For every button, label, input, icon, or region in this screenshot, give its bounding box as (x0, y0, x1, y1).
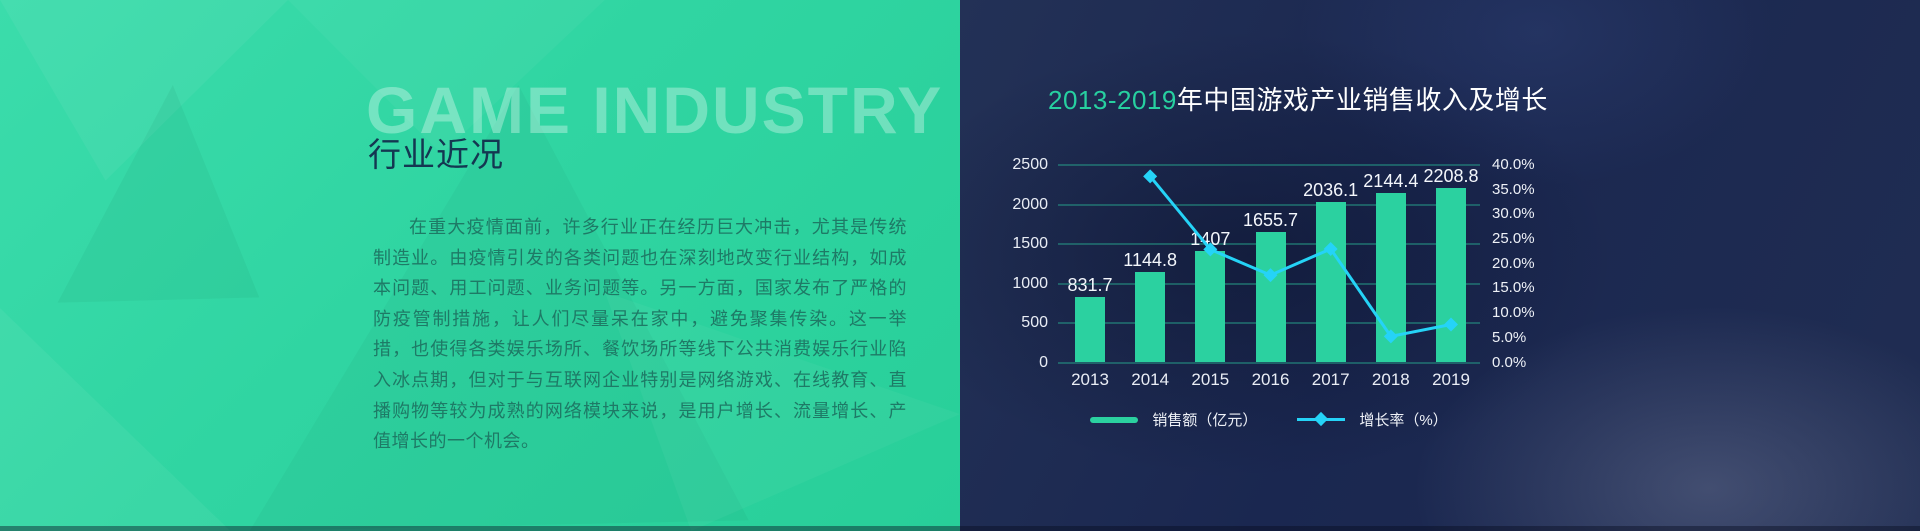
right-axis-tick: 40.0% (1492, 156, 1535, 173)
chart-title-text: 年中国游戏产业销售收入及增长 (1176, 85, 1548, 115)
bar (1255, 231, 1286, 363)
right-axis-tick: 0.0% (1492, 353, 1527, 371)
legend-item-growth: 增长率（%） (1297, 409, 1448, 430)
x-axis-label: 2014 (1131, 369, 1170, 389)
right-axis-tick: 15.0% (1492, 279, 1535, 297)
bar-value-label: 1655.7 (1242, 209, 1299, 230)
bar (1195, 251, 1226, 363)
right-panel: 2013-2019年中国游戏产业销售收入及增长 2500 2000 1500 1000… (960, 0, 1920, 531)
gridline (1058, 361, 1480, 364)
watermark-text: GAME INDUSTRY (366, 73, 944, 147)
bar-value-label: 1407 (1190, 229, 1231, 250)
right-axis-tick: 25.0% (1492, 230, 1535, 248)
left-axis-tick: 2500 (1012, 156, 1048, 173)
left-axis-tick: 1500 (1012, 235, 1048, 252)
bar (1436, 188, 1466, 363)
legend-bar-swatch (1090, 416, 1139, 423)
bar-value-label: 2208.8 (1423, 166, 1479, 186)
chart-title: 2013-2019年中国游戏产业销售收入及增长 (1048, 80, 1548, 117)
x-axis-label: 2019 (1432, 369, 1470, 389)
x-axis-label: 2015 (1191, 369, 1230, 389)
section-heading: 行业近况 (368, 136, 504, 173)
bar (1135, 272, 1166, 363)
chart-legend: 销售额（亿元） 增长率（%） (1058, 409, 1480, 430)
diamond-marker-icon (1143, 169, 1158, 184)
legend-label: 销售额（亿元） (1152, 412, 1258, 429)
legend-label: 增长率（%） (1359, 412, 1448, 429)
gridline (1058, 164, 1480, 166)
x-axis-label: 2016 (1251, 369, 1290, 389)
left-axis-tick: 0 (1039, 353, 1048, 371)
x-axis-label: 2017 (1311, 369, 1350, 389)
bar (1375, 193, 1406, 363)
combo-chart: 2500 2000 1500 1000 500 0 40.0% 35.0% 30.0% 25.0%… (960, 0, 1920, 531)
diamond-marker-icon (1314, 411, 1329, 427)
right-axis-tick: 20.0% (1492, 254, 1535, 272)
chart-title-years: 2013-2019 (1048, 85, 1177, 115)
right-axis-tick: 35.0% (1492, 180, 1535, 198)
left-axis-tick: 1000 (1012, 274, 1048, 292)
bar-value-label: 1144.8 (1123, 250, 1178, 271)
right-axis-tick: 10.0% (1492, 304, 1535, 322)
gridline (1058, 203, 1480, 206)
left-panel: GAME INDUSTRY 行业近况 在重大疫情面前，许多行业正在经历巨大冲击，… (0, 0, 960, 531)
x-axis-label: 2018 (1371, 369, 1410, 389)
legend-line-swatch (1297, 411, 1346, 427)
bottom-edge (0, 526, 1920, 531)
right-axis-tick: 30.0% (1492, 205, 1535, 223)
legend-item-sales: 销售额（亿元） (1090, 409, 1257, 430)
bar-value-label: 831.7 (1067, 274, 1113, 295)
body-paragraph: 在重大疫情面前，许多行业正在经历巨大冲击，尤其是传统制造业。由疫情引发的各类问题… (373, 217, 907, 452)
x-axis-label: 2013 (1071, 369, 1109, 389)
left-axis-tick: 2000 (1012, 195, 1048, 213)
left-axis-tick: 500 (1021, 314, 1048, 331)
bar (1315, 201, 1346, 363)
right-axis-tick: 5.0% (1492, 328, 1527, 346)
bar (1075, 296, 1105, 363)
